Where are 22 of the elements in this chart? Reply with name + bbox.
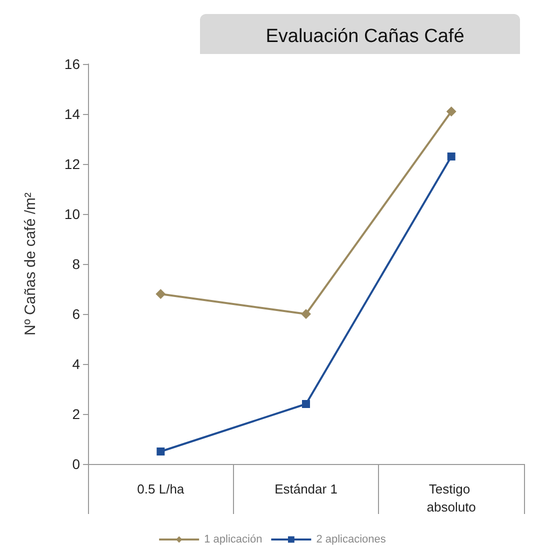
y-axis-title: Nº Cañas de café /m²	[22, 192, 39, 336]
point	[156, 289, 166, 299]
y-tick-label: 16	[64, 56, 80, 72]
x-tick-label: Testigo absoluto	[426, 482, 476, 514]
point	[302, 400, 310, 408]
legend-label: 1 aplicación	[204, 534, 262, 546]
chart-title: Evaluación Cañas Café	[266, 26, 464, 47]
y-tick-label: 0	[72, 456, 80, 472]
y-tick-label: 12	[64, 156, 80, 172]
y-tick-label: 10	[64, 206, 80, 222]
y-tick-label: 14	[64, 106, 80, 122]
legend-label: 2 aplicaciones	[316, 534, 386, 546]
y-tick-label: 2	[72, 406, 80, 422]
y-tick-label: 8	[72, 256, 80, 272]
point	[446, 106, 456, 116]
y-tick-label: 6	[72, 306, 80, 322]
point	[447, 152, 456, 160]
point	[156, 448, 165, 456]
x-tick-label: 0.5 L/ha	[137, 482, 185, 496]
point	[301, 309, 311, 319]
x-tick-label: Estándar 1	[274, 482, 338, 496]
y-tick-label: 4	[72, 356, 80, 372]
